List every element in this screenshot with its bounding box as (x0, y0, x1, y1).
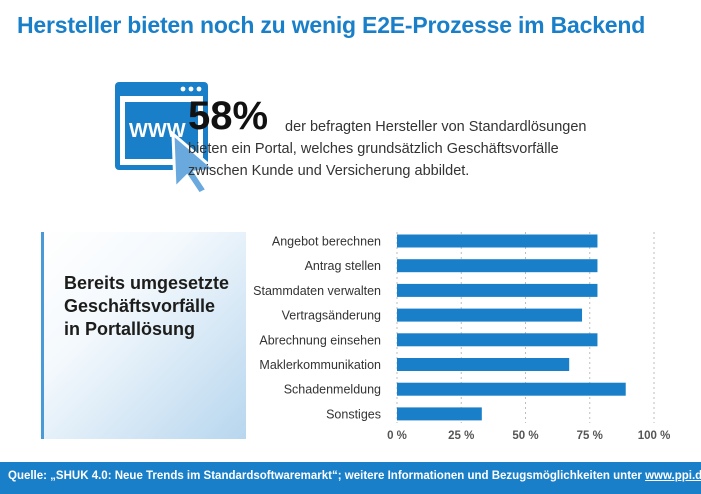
bar (397, 283, 598, 297)
source-link[interactable]: www.ppi.de/shuk (645, 470, 701, 482)
bar (397, 308, 583, 322)
category-label: Sonstiges (326, 407, 381, 421)
bar (397, 407, 482, 421)
bar (397, 259, 598, 273)
category-label: Schadenmeldung (284, 383, 381, 397)
category-label: Maklerkommunikation (259, 358, 381, 372)
source-text: Quelle: „SHUK 4.0: Neue Trends im Standa… (8, 470, 646, 482)
bar (397, 358, 570, 371)
x-tick-label: 100 % (638, 430, 671, 442)
category-label: Antrag stellen (305, 259, 381, 273)
www-icon-label: WWW (129, 120, 186, 142)
x-tick-label: 0 % (387, 430, 407, 442)
x-tick-label: 25 % (448, 430, 474, 442)
bar (397, 333, 598, 347)
bar (397, 234, 598, 248)
chart-caption-line-2: Geschäftsvorfälle (64, 296, 216, 316)
x-tick-label: 50 % (512, 430, 538, 442)
category-label: Stammdaten verwalten (253, 284, 381, 298)
category-label: Abrechnung einsehen (259, 333, 381, 347)
category-label: Vertragsänderung (282, 309, 381, 323)
x-tick-label: 75 % (577, 430, 603, 442)
page-title: Hersteller bieten noch zu wenig E2E-Proz… (17, 12, 646, 38)
source-footer: Quelle: „SHUK 4.0: Neue Trends im Standa… (0, 462, 701, 494)
bar (397, 382, 626, 396)
chart-caption-line-1: Bereits umgesetzte (64, 273, 230, 293)
chart-caption: Bereits umgesetzte Geschäftsvorfälle in … (64, 272, 244, 341)
category-label: Angebot berechnen (272, 235, 381, 249)
chart-caption-box: Bereits umgesetzte Geschäftsvorfälle in … (41, 232, 246, 439)
chart-caption-line-3: in Portallösung (64, 319, 196, 339)
stat-description: der befragten Hersteller von Standardlös… (188, 119, 587, 179)
www-browser-cursor-icon: WWW (115, 82, 219, 194)
stat-value: 58% (188, 94, 269, 138)
